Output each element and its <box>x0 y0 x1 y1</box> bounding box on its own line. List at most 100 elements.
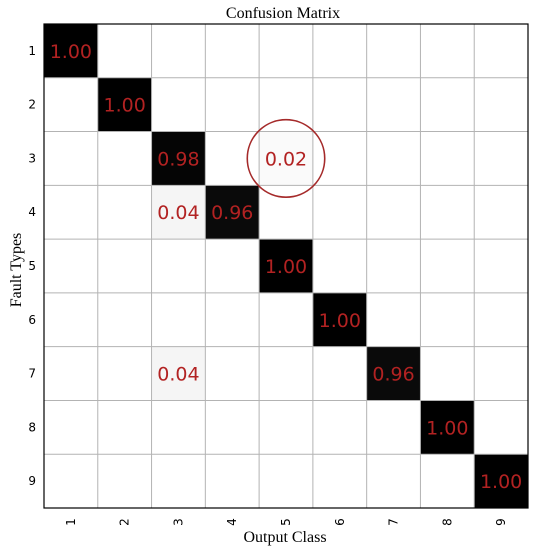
y-tick-label: 9 <box>28 474 36 488</box>
heatmap-cell <box>474 185 528 240</box>
heatmap-cell <box>205 131 260 186</box>
heatmap-cell <box>151 292 206 347</box>
y-tick-label: 8 <box>28 420 36 434</box>
heatmap-cell <box>97 292 152 347</box>
heatmap-cell <box>312 77 367 132</box>
heatmap-cell <box>97 77 152 132</box>
annotations <box>246 118 326 198</box>
heatmap-cell <box>44 454 98 508</box>
heatmap-cell <box>151 24 206 78</box>
heatmap-cell <box>205 346 260 401</box>
cell-value-label: 0.04 <box>157 364 199 386</box>
heatmap-cell <box>366 131 421 186</box>
heatmap-cell <box>312 239 367 293</box>
heatmap-cell <box>205 292 260 347</box>
y-tick-label: 2 <box>28 98 36 112</box>
heatmap-cell <box>205 185 260 240</box>
y-tick-label: 6 <box>28 313 36 327</box>
heatmap-cell <box>420 346 475 401</box>
heatmap-cell <box>44 24 98 78</box>
x-tick-label: 1 <box>64 518 78 526</box>
heatmap-cell <box>151 346 206 401</box>
x-tick-label: 8 <box>440 518 454 526</box>
cell-value-label: 0.04 <box>157 202 199 224</box>
heatmap-cell <box>97 454 152 508</box>
y-tick-label: 4 <box>28 205 36 219</box>
heatmap-cell <box>151 239 206 293</box>
cell-value-label: 0.96 <box>372 364 414 386</box>
heatmap-cell <box>151 131 206 186</box>
heatmap-cell <box>474 239 528 293</box>
heatmap-cell <box>205 77 260 132</box>
heatmap-cell <box>366 346 421 401</box>
heatmap-cell <box>420 292 475 347</box>
heatmap-cell <box>97 346 152 401</box>
heatmap-cell <box>259 292 313 347</box>
heatmap-cell <box>312 185 367 240</box>
x-tick-label: 4 <box>225 518 239 526</box>
cell-value-label: 1.00 <box>104 95 146 117</box>
heatmap-cell <box>366 454 421 508</box>
x-tick-label: 6 <box>333 518 347 526</box>
heatmap-cell <box>474 131 528 186</box>
heatmap-cell <box>44 185 98 240</box>
heatmap-cell <box>312 346 367 401</box>
heatmap-cell <box>151 185 206 240</box>
heatmap-cell <box>44 400 98 455</box>
heatmap-cell <box>44 131 98 186</box>
heatmap-cell <box>366 24 421 78</box>
heatmap-cell <box>420 454 475 508</box>
heatmap-cell <box>151 400 206 455</box>
heatmap-cell <box>205 239 260 293</box>
heatmap-cell <box>474 77 528 132</box>
x-axis-label: Output Class <box>243 529 326 546</box>
x-tick-label: 7 <box>387 518 401 526</box>
heatmap-cells <box>44 24 528 508</box>
heatmap-cell <box>44 239 98 293</box>
cell-value-label: 1.00 <box>480 471 522 493</box>
cell-value-label: 0.98 <box>157 148 199 170</box>
heatmap-cell <box>259 77 313 132</box>
axis-ticks: 1 2 3 4 5 6 7 8 9 1 2 3 4 5 6 7 8 9 <box>28 44 508 526</box>
heatmap-cell <box>151 77 206 132</box>
heatmap-cell <box>97 239 152 293</box>
heatmap-cell <box>205 400 260 455</box>
heatmap-cell <box>366 185 421 240</box>
heatmap-cell <box>366 400 421 455</box>
cell-value-label: 1.00 <box>426 417 468 439</box>
y-tick-label: 5 <box>28 259 36 273</box>
heatmap-cell <box>312 131 367 186</box>
heatmap-cell <box>474 454 528 508</box>
highlight-circle <box>246 118 326 198</box>
cell-value-label: 1.00 <box>50 41 92 63</box>
heatmap-cell <box>366 292 421 347</box>
y-tick-label: 7 <box>28 367 36 381</box>
heatmap-cell <box>44 77 98 132</box>
heatmap-cell <box>420 24 475 78</box>
heatmap-cell <box>44 346 98 401</box>
y-axis-label: Fault Types <box>8 233 25 308</box>
grid-lines <box>43 23 529 509</box>
heatmap-cell <box>97 24 152 78</box>
cell-value-label: 0.02 <box>265 148 307 170</box>
chart-title: Confusion Matrix <box>226 5 340 22</box>
heatmap-cell <box>259 400 313 455</box>
heatmap-cell <box>97 131 152 186</box>
cell-value-label: 0.96 <box>211 202 253 224</box>
heatmap-cell <box>259 131 313 186</box>
heatmap-cell <box>259 24 313 78</box>
heatmap-cell <box>97 185 152 240</box>
heatmap-cell <box>205 24 260 78</box>
cell-value-labels: 1.00 1.00 0.98 0.02 0.04 0.96 1.00 1.00 0.04 0.96… <box>50 41 523 493</box>
heatmap-cell <box>366 239 421 293</box>
heatmap-cell <box>151 454 206 508</box>
heatmap-cell <box>97 400 152 455</box>
y-tick-label: 1 <box>28 44 36 58</box>
heatmap-cell <box>420 239 475 293</box>
heatmap-cell <box>312 292 367 347</box>
heatmap-cell <box>44 292 98 347</box>
heatmap-cell <box>420 131 475 186</box>
x-tick-label: 9 <box>494 518 508 526</box>
heatmap-cell <box>474 346 528 401</box>
